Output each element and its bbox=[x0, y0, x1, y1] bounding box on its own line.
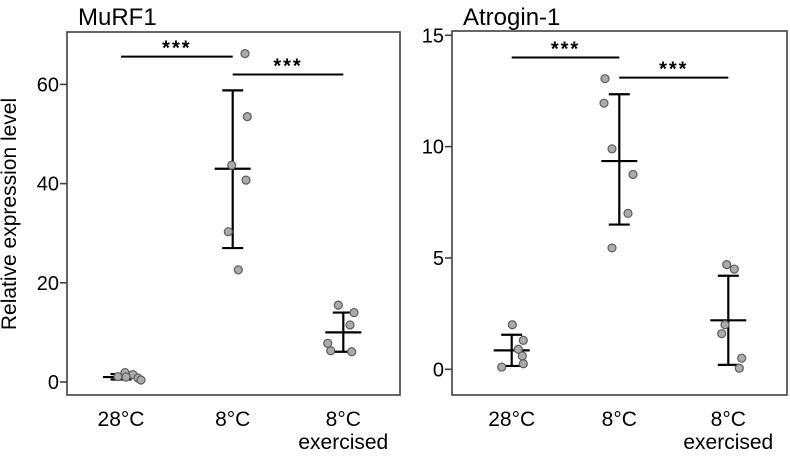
plot-box-murf1 bbox=[66, 31, 401, 396]
data-point bbox=[599, 98, 609, 108]
x-category-label: 8°C bbox=[711, 408, 746, 431]
data-point bbox=[227, 160, 237, 170]
data-point bbox=[607, 144, 617, 154]
y-axis-label: Relative expression level bbox=[0, 98, 21, 330]
y-tick-label-atrogin-1: 15 bbox=[422, 25, 444, 47]
data-point bbox=[734, 363, 744, 373]
x-category-label: 8°C bbox=[326, 408, 361, 431]
y-tick-label-murf1: 40 bbox=[37, 174, 59, 196]
x-category-label: exercised bbox=[298, 431, 388, 453]
panel-title-atrogin-1: Atrogin-1 bbox=[463, 4, 560, 31]
data-point bbox=[737, 353, 747, 363]
y-tick-label-murf1: 20 bbox=[37, 273, 59, 295]
data-point bbox=[600, 74, 610, 84]
y-tick-label-atrogin-1: 0 bbox=[433, 359, 444, 381]
data-point bbox=[345, 320, 355, 330]
data-point bbox=[507, 320, 517, 330]
data-point bbox=[233, 265, 243, 275]
data-point bbox=[242, 112, 252, 122]
data-point bbox=[241, 175, 251, 185]
data-point bbox=[240, 49, 250, 59]
x-category-label: exercised bbox=[683, 431, 773, 453]
data-point bbox=[517, 351, 527, 361]
data-point bbox=[121, 372, 131, 382]
data-point bbox=[623, 208, 633, 219]
data-point bbox=[349, 307, 359, 318]
data-point bbox=[326, 346, 336, 356]
data-point bbox=[136, 375, 146, 385]
data-point bbox=[628, 169, 638, 180]
x-category-label: 8°C bbox=[602, 408, 637, 431]
y-tick-label-atrogin-1: 5 bbox=[433, 248, 444, 270]
data-point bbox=[717, 329, 727, 339]
data-point bbox=[607, 243, 617, 253]
panel-title-murf1: MuRF1 bbox=[78, 4, 157, 31]
significance-stars: *** bbox=[551, 39, 580, 61]
significance-stars: *** bbox=[162, 38, 191, 60]
plot-box-atrogin-1 bbox=[451, 30, 788, 396]
y-tick-label-atrogin-1: 10 bbox=[422, 137, 444, 159]
data-point bbox=[729, 264, 739, 274]
x-category-label: 8°C bbox=[215, 408, 250, 431]
data-point bbox=[223, 227, 233, 237]
data-point bbox=[333, 300, 343, 310]
data-point bbox=[497, 362, 507, 372]
x-category-label: 28°C bbox=[488, 408, 535, 431]
x-category-label: 28°C bbox=[98, 408, 145, 431]
data-point bbox=[720, 320, 730, 330]
data-point bbox=[722, 260, 732, 270]
data-point bbox=[518, 359, 528, 369]
significance-stars: *** bbox=[273, 55, 302, 77]
data-point bbox=[323, 338, 333, 348]
data-point bbox=[518, 335, 528, 345]
data-point bbox=[513, 344, 523, 354]
data-point bbox=[113, 371, 123, 382]
significance-stars: *** bbox=[659, 59, 688, 81]
y-tick-label-murf1: 60 bbox=[37, 74, 59, 96]
y-tick-label-murf1: 0 bbox=[48, 372, 59, 394]
data-point bbox=[347, 347, 357, 357]
